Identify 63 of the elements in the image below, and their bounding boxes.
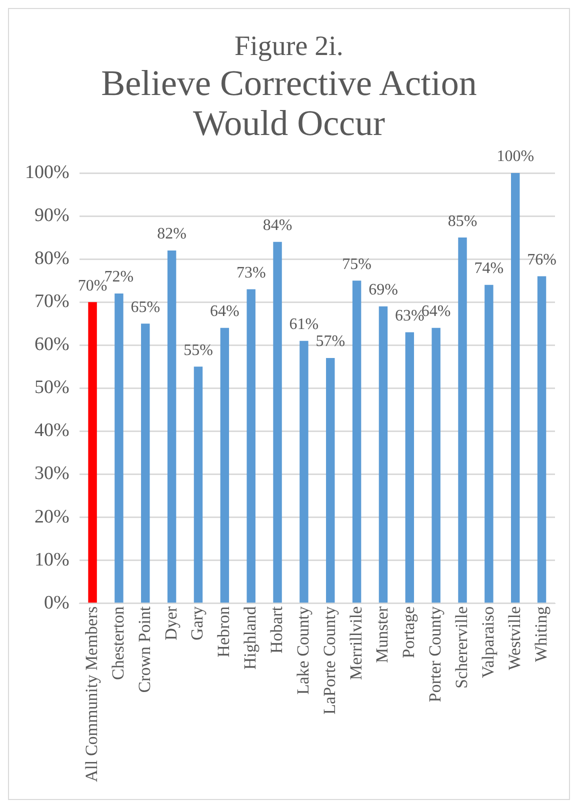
x-tick-label: Lake County [293,606,312,695]
x-tick-label: Hobart [266,606,286,654]
y-tick-label: 30% [34,463,70,484]
data-label: 84% [262,217,292,234]
bar [114,293,124,603]
data-label: 64% [210,303,240,320]
data-label: 65% [130,298,160,316]
x-tick-label: Valparaiso [478,606,498,678]
x-tick-label: Chesterton [108,606,128,680]
x-tick-label: Whiting [531,606,550,662]
data-label: 73% [236,264,266,282]
x-tick-label: Crown Point [134,606,154,693]
y-tick-label: 90% [34,205,70,226]
data-label: 76% [527,251,556,268]
x-tick-label: LaPorte County [320,606,339,714]
bar [273,242,282,603]
bar [484,284,494,603]
bar [141,324,150,603]
data-label: 57% [316,333,346,350]
data-label: 61% [289,316,319,334]
bar [352,280,362,603]
y-tick-label: 100% [25,162,70,183]
bar [88,302,97,603]
x-tick-label: Dyer [161,606,180,640]
x-tick-label: All Community Members [82,606,102,782]
bar [458,238,467,603]
bar [167,250,176,603]
chart-subtitle: Believe Corrective Action Would Occur [100,63,478,143]
y-tick-label: 10% [34,549,70,570]
x-tick-label: Westville [504,606,524,670]
bar [405,332,414,603]
x-tick-label: Merrillvile [346,606,366,680]
data-label: 85% [448,212,478,230]
data-label: 82% [157,226,186,243]
bar [326,358,335,603]
bar [220,328,230,603]
bar [194,366,203,603]
x-tick-label: Portage [399,606,418,658]
y-tick-label: 0% [44,592,70,614]
bar [511,173,520,603]
bar [300,340,308,603]
x-tick-label: Munster [372,606,392,664]
data-label: 75% [342,256,372,273]
bar [432,328,440,603]
y-tick-label: 50% [34,377,70,398]
chart-title: Figure 2i. [234,31,344,63]
y-tick-label: 20% [34,506,70,528]
y-tick-label: 70% [34,291,70,312]
bar [378,306,388,603]
x-tick-label: Schererville [452,606,471,688]
bar [246,289,256,603]
x-tick-label: Hebron [214,606,234,658]
x-tick-label: Porter County [426,606,445,702]
data-label: 55% [184,342,213,359]
x-tick-label: Highland [240,606,260,670]
data-label: 74% [474,260,504,278]
data-label: 100% [496,148,534,166]
y-tick-label: 60% [34,334,70,356]
bar [537,276,546,603]
x-tick-label: Gary [188,606,207,640]
y-tick-label: 80% [34,248,70,270]
data-label: 69% [368,282,398,299]
y-tick-label: 40% [34,420,70,442]
